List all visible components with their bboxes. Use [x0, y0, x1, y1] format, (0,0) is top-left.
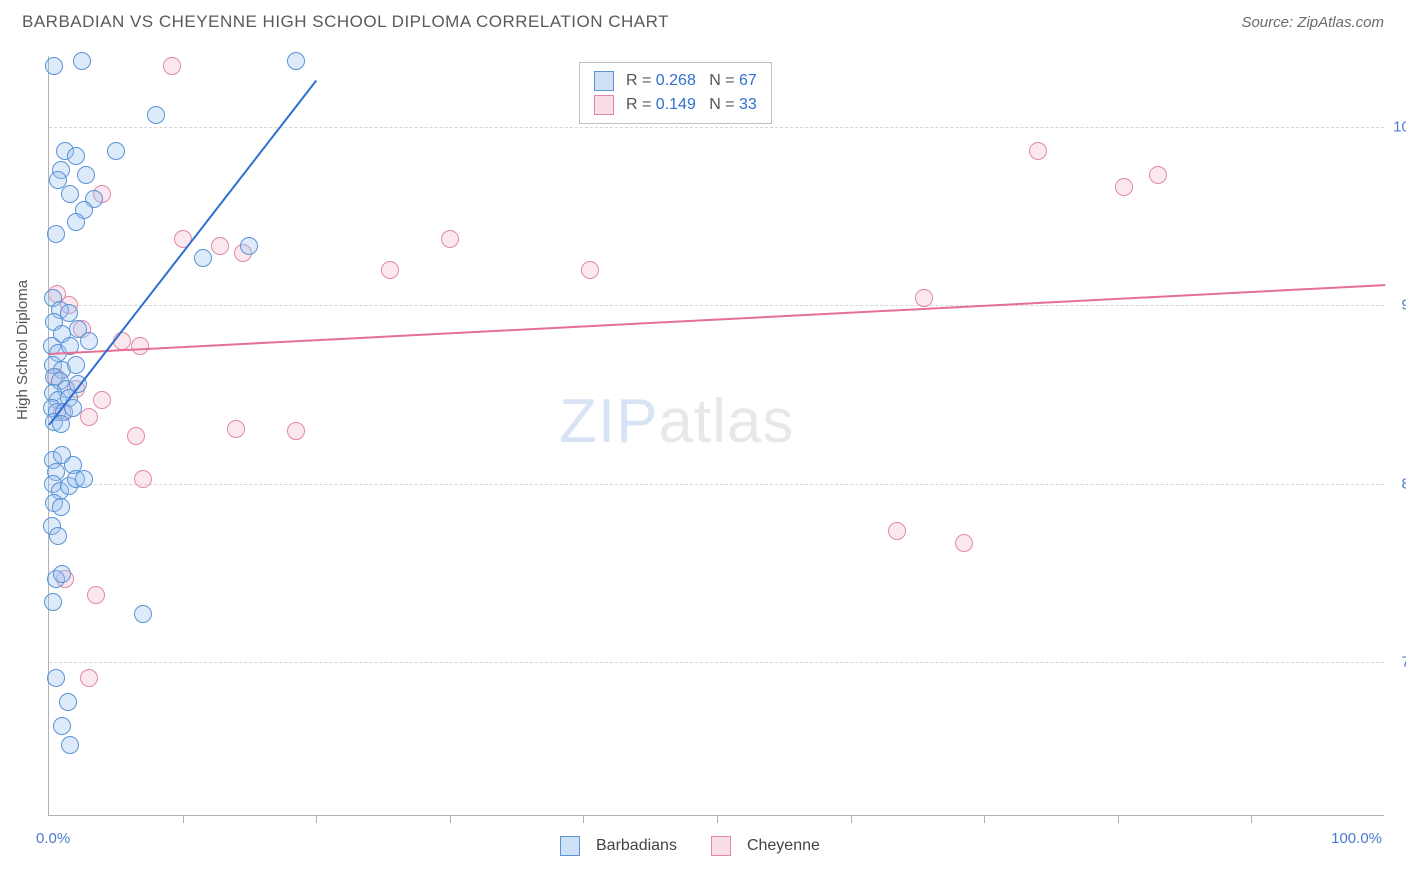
- cheyenne-point: [888, 522, 906, 540]
- barbadians-point: [67, 147, 85, 165]
- barbadians-point: [59, 693, 77, 711]
- legend-swatch: [594, 95, 614, 115]
- watermark: ZIPatlas: [559, 386, 794, 457]
- cheyenne-point: [381, 261, 399, 279]
- plot-area: ZIPatlas 77.5%85.0%92.5%100.0%R = 0.268 …: [48, 56, 1384, 816]
- cheyenne-point: [441, 230, 459, 248]
- legend-bottom: Barbadians Cheyenne: [560, 836, 844, 856]
- cheyenne-point: [581, 261, 599, 279]
- barbadians-point: [73, 52, 91, 70]
- cheyenne-trendline: [49, 284, 1385, 355]
- cheyenne-point: [93, 391, 111, 409]
- legend-swatch: [560, 836, 580, 856]
- y-tick-label: 100.0%: [1389, 119, 1406, 136]
- cheyenne-point: [211, 237, 229, 255]
- barbadians-point: [53, 565, 71, 583]
- barbadians-point: [61, 736, 79, 754]
- x-tick: [583, 815, 584, 823]
- x-tick: [1251, 815, 1252, 823]
- gridline: [49, 127, 1384, 128]
- legend-stats-text: R = 0.149 N = 33: [626, 93, 757, 117]
- x-tick: [450, 815, 451, 823]
- barbadians-point: [45, 57, 63, 75]
- barbadians-point: [287, 52, 305, 70]
- legend-stats: R = 0.268 N = 67R = 0.149 N = 33: [579, 62, 772, 124]
- gridline: [49, 662, 1384, 663]
- cheyenne-point: [1115, 178, 1133, 196]
- barbadians-point: [194, 249, 212, 267]
- x-tick: [316, 815, 317, 823]
- legend-swatch: [711, 836, 731, 856]
- cheyenne-point: [131, 337, 149, 355]
- y-axis-title: High School Diploma: [14, 280, 31, 420]
- cheyenne-point: [127, 427, 145, 445]
- barbadians-point: [67, 213, 85, 231]
- y-tick-label: 85.0%: [1389, 475, 1406, 492]
- barbadians-point: [47, 669, 65, 687]
- gridline: [49, 484, 1384, 485]
- barbadians-point: [75, 470, 93, 488]
- cheyenne-point: [915, 289, 933, 307]
- chart-title: BARBADIAN VS CHEYENNE HIGH SCHOOL DIPLOM…: [22, 12, 669, 32]
- cheyenne-point: [227, 420, 245, 438]
- x-axis-max-label: 100.0%: [1331, 830, 1382, 847]
- cheyenne-point: [80, 669, 98, 687]
- barbadians-point: [147, 106, 165, 124]
- barbadians-point: [240, 237, 258, 255]
- barbadians-point: [52, 498, 70, 516]
- legend-swatch: [594, 71, 614, 91]
- cheyenne-point: [955, 534, 973, 552]
- barbadians-point: [44, 593, 62, 611]
- y-tick-label: 77.5%: [1389, 653, 1406, 670]
- legend-stats-text: R = 0.268 N = 67: [626, 69, 757, 93]
- x-tick: [183, 815, 184, 823]
- x-tick: [717, 815, 718, 823]
- x-tick: [851, 815, 852, 823]
- barbadians-point: [49, 527, 67, 545]
- y-tick-label: 92.5%: [1389, 297, 1406, 314]
- cheyenne-point: [287, 422, 305, 440]
- cheyenne-point: [87, 586, 105, 604]
- legend-series-label: Cheyenne: [747, 837, 820, 855]
- x-tick: [1118, 815, 1119, 823]
- barbadians-point: [107, 142, 125, 160]
- barbadians-point: [77, 166, 95, 184]
- barbadians-point: [53, 717, 71, 735]
- cheyenne-point: [80, 408, 98, 426]
- legend-stats-row: R = 0.268 N = 67: [594, 69, 757, 93]
- barbadians-point: [80, 332, 98, 350]
- cheyenne-point: [1149, 166, 1167, 184]
- barbadians-trendline: [48, 80, 317, 426]
- source-label: Source: ZipAtlas.com: [1241, 14, 1384, 31]
- barbadians-point: [61, 185, 79, 203]
- cheyenne-point: [163, 57, 181, 75]
- barbadians-point: [134, 605, 152, 623]
- barbadians-point: [67, 356, 85, 374]
- cheyenne-point: [134, 470, 152, 488]
- barbadians-point: [47, 225, 65, 243]
- cheyenne-point: [1029, 142, 1047, 160]
- x-axis-min-label: 0.0%: [36, 830, 70, 847]
- x-tick: [984, 815, 985, 823]
- legend-stats-row: R = 0.149 N = 33: [594, 93, 757, 117]
- legend-series-label: Barbadians: [596, 837, 677, 855]
- gridline: [49, 305, 1384, 306]
